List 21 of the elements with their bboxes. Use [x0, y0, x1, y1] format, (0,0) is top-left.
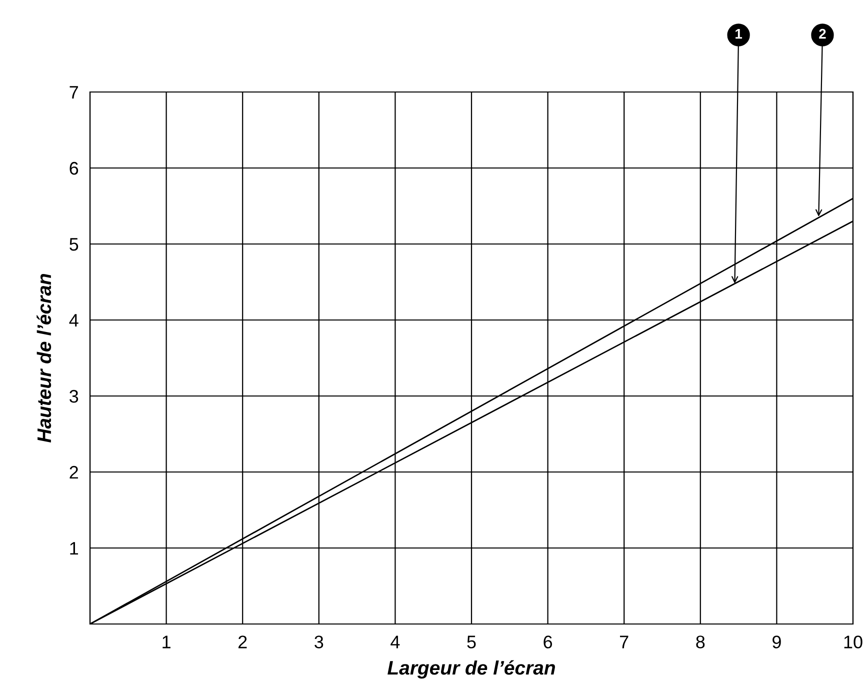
x-tick-label: 7 [620, 636, 628, 648]
x-tick-label: 4 [390, 636, 400, 648]
x-tick-label: 3 [314, 636, 324, 648]
y-tick-label: 3 [70, 390, 78, 403]
x-tick-label: 2 [238, 636, 247, 648]
x-tick-label: 1 [162, 636, 170, 648]
x-axis-title: Largeur de l’écran [388, 660, 555, 679]
y-tick-label: 7 [70, 86, 78, 99]
x-tick-label: 9 [772, 636, 781, 648]
x-tick-label: 5 [467, 636, 476, 648]
y-tick-label: 5 [70, 238, 78, 251]
y-tick-label: 4 [69, 314, 78, 327]
annotation: 1 [736, 29, 742, 39]
x-tick-label: 6 [544, 636, 552, 648]
x-tick-label: 8 [696, 636, 705, 648]
y-axis-title: Hauteur de l’écran [36, 274, 52, 442]
annotation: 2 [819, 28, 826, 39]
y-tick-label: 2 [70, 466, 78, 479]
x-tick-label: 10 [844, 636, 862, 648]
y-tick-label: 1 [70, 542, 78, 555]
y-tick-label: 6 [70, 162, 78, 175]
